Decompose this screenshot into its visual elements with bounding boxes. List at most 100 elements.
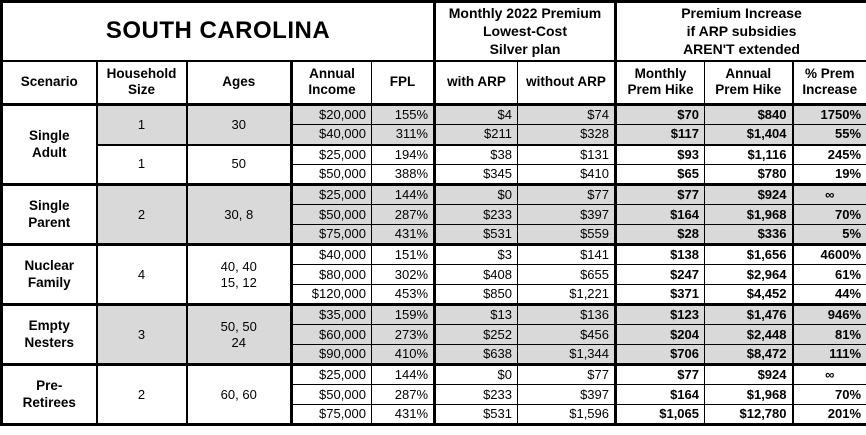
ages-cell: 50 [185,143,292,185]
table-row: 1 50 $25,000 194% $38 $131 $93 $1,116 245% [2,143,866,185]
pct-increase-cell: 61% [791,264,866,285]
ages-cell: 40, 40 15, 12 [185,243,292,305]
col-header-with-arp: with ARP [433,59,518,105]
annual-hike-cell: $1,656 [704,243,793,265]
annual-hike-cell: $1,404 [704,124,793,145]
without-arp-premium-cell: $410 [517,164,616,185]
fpl-cell: 410% [371,344,435,365]
fpl-cell: 144% [371,363,435,385]
pct-increase-cell: 70% [791,384,866,405]
annual-income-cell: $75,000 [290,404,372,425]
annual-hike-cell: $12,780 [704,404,793,425]
pct-increase-cell: ∞ [791,183,866,205]
pct-increase-cell: 44% [791,284,866,305]
household-size-cell: 1 [95,143,187,185]
col-header-scenario: Scenario [1,59,97,105]
premium-group-header: Monthly 2022 Premium Lowest-Cost Silver … [433,1,616,61]
with-arp-premium-cell: $850 [433,284,518,305]
fpl-cell: 287% [371,384,435,405]
without-arp-premium-cell: $328 [517,124,616,145]
with-arp-premium-cell: $233 [433,384,518,405]
fpl-cell: 311% [371,124,435,145]
pct-increase-cell: 70% [791,204,866,225]
household-size-cell: 2 [95,363,187,425]
without-arp-premium-cell: $77 [517,363,616,385]
without-arp-premium-cell: $1,344 [517,344,616,365]
with-arp-premium-cell: $252 [433,324,518,345]
ages-cell: 30 [185,103,292,145]
table-row: $50,000 388% $345 $410 $65 $780 19% [2,164,866,185]
annual-hike-cell: $1,116 [704,143,793,165]
annual-income-cell: $50,000 [290,384,372,405]
annual-hike-cell: $2,964 [704,264,793,285]
household-size-cell: 3 [95,303,187,365]
without-arp-premium-cell: $1,596 [517,404,616,425]
scenario-label: Empty Nesters [1,303,97,365]
ages-cell: 30, 8 [185,183,292,245]
pct-increase-cell: 55% [791,124,866,145]
monthly-hike-cell: $371 [614,284,705,305]
without-arp-premium-cell: $559 [517,224,616,245]
table-row: Pre- Retirees 2 60, 60 $25,000 144% $0 $77 $77 $… [1,363,866,425]
monthly-hike-cell: $65 [614,164,705,185]
monthly-hike-cell: $123 [614,303,705,325]
monthly-hike-cell: $706 [614,344,705,365]
pct-increase-cell: 245% [791,143,866,165]
with-arp-premium-cell: $13 [433,303,518,325]
without-arp-premium-cell: $655 [517,264,616,285]
table-row: Nuclear Family 4 40, 40 15, 12 $40,000 151% $… [1,243,866,305]
without-arp-premium-cell: $141 [517,243,616,265]
table-row: $60,000 273% $252 $456 $204 $2,448 81% [2,324,866,345]
monthly-hike-cell: $93 [614,143,705,165]
household-size-cell: 2 [95,183,187,245]
pct-increase-cell: 5% [791,224,866,245]
annual-income-cell: $35,000 [290,303,372,325]
ages-cell: 60, 60 [185,363,292,425]
scenario-label: Single Parent [1,183,97,245]
table-row: Single Adult 1 30 $20,000 155% $4 $74 $70 $840 17… [1,103,866,185]
table-row: Empty Nesters 3 50, 50 24 $35,000 159% $13 $13… [1,303,866,365]
annual-hike-cell: $1,968 [704,204,793,225]
annual-hike-cell: $336 [704,224,793,245]
with-arp-premium-cell: $211 [433,124,518,145]
monthly-hike-cell: $117 [614,124,705,145]
pct-increase-cell: 1750% [791,103,866,125]
table-row: $40,000 311% $211 $328 $117 $1,404 55% [2,124,866,145]
without-arp-premium-cell: $397 [517,204,616,225]
annual-income-cell: $90,000 [290,344,372,365]
title-row: SOUTH CAROLINA Monthly 2022 Premium Lowe… [1,1,866,61]
col-header-annual-hike: Annual Prem Hike [704,59,793,105]
pct-increase-cell: ∞ [791,363,866,385]
scenario-label: Nuclear Family [1,243,97,305]
col-header-household-size: Household Size [95,59,187,105]
without-arp-premium-cell: $397 [517,384,616,405]
table-body: Single Adult 1 30 $20,000 155% $4 $74 $70 $840 17… [1,103,866,425]
monthly-hike-cell: $247 [614,264,705,285]
household-size-cell: 4 [95,243,187,305]
with-arp-premium-cell: $0 [433,363,518,385]
annual-income-cell: $75,000 [290,224,372,245]
monthly-hike-cell: $70 [614,103,705,125]
household-size-cell: 1 [95,103,187,145]
with-arp-premium-cell: $345 [433,164,518,185]
annual-hike-cell: $924 [704,363,793,385]
fpl-cell: 431% [371,404,435,425]
with-arp-premium-cell: $38 [433,143,518,165]
monthly-hike-cell: $77 [614,363,705,385]
col-header-annual-income: Annual Income [290,59,372,105]
fpl-cell: 287% [371,204,435,225]
monthly-hike-cell: $1,065 [614,404,705,425]
annual-hike-cell: $8,472 [704,344,793,365]
scenario-label: Pre- Retirees [1,363,97,425]
col-header-monthly-hike: Monthly Prem Hike [614,59,705,105]
annual-income-cell: $50,000 [290,204,372,225]
annual-hike-cell: $780 [704,164,793,185]
fpl-cell: 302% [371,264,435,285]
without-arp-premium-cell: $131 [517,143,616,165]
monthly-hike-cell: $77 [614,183,705,205]
annual-income-cell: $40,000 [290,124,372,145]
fpl-cell: 155% [371,103,435,125]
pct-increase-cell: 201% [791,404,866,425]
state-title: SOUTH CAROLINA [1,1,435,61]
